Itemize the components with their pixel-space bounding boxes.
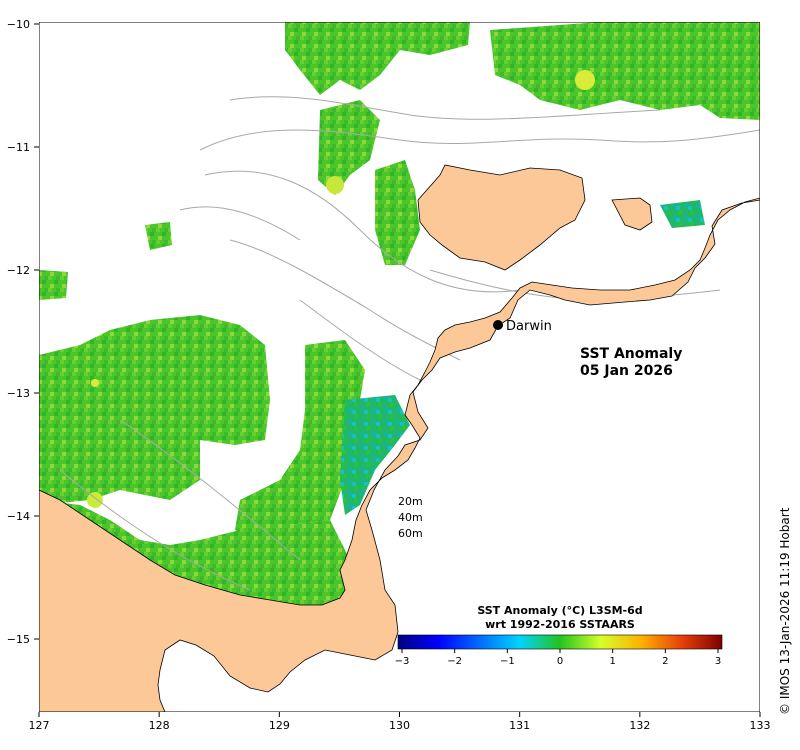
sst-patch-main-west: [39, 315, 270, 505]
y-tick-label: −13: [7, 387, 30, 400]
x-tick-label: 128: [149, 719, 170, 732]
x-tick-label: 131: [509, 719, 530, 732]
x-tick-label: 130: [389, 719, 410, 732]
imos-credit: © IMOS 13-Jan-2026 11:19 Hobart: [778, 507, 792, 715]
sst-patch-south-central: [235, 340, 365, 545]
x-tick-label: 127: [29, 719, 50, 732]
y-tick-label: −14: [7, 510, 30, 523]
x-tick-label: 129: [269, 719, 290, 732]
contour-label-40m: 40m: [398, 511, 423, 524]
colorbar-scale: [397, 634, 723, 650]
bathymetry-contours: [59, 96, 760, 591]
sst-warm-spot: [87, 492, 103, 508]
x-tick-label: 133: [750, 719, 771, 732]
map-plot-area: [39, 22, 760, 712]
colorbar-tick-label: −1: [500, 656, 515, 667]
colorbar-tick-label: 2: [662, 656, 668, 667]
sst-warm-spot: [326, 176, 344, 194]
y-tick-label: −11: [7, 141, 30, 154]
sst-patch-northeast: [490, 22, 760, 120]
sst-patch-north-central: [318, 100, 380, 195]
colorbar: SST Anomaly (°C) L3SM-6d wrt 1992-2016 S…: [395, 604, 723, 667]
contour-label-60m: 60m: [398, 527, 423, 540]
y-tick-label: −12: [7, 264, 30, 277]
colorbar-tick-label: 0: [557, 656, 563, 667]
map-title-line1: SST Anomaly: [580, 346, 682, 362]
sst-data-coverage: [39, 22, 760, 610]
sst-patch-small-west: [145, 222, 172, 250]
sst-patch-east-small: [660, 200, 705, 228]
sst-patch-southwest: [39, 500, 355, 610]
sst-patch-north: [285, 22, 470, 95]
land-melville-island: [417, 164, 586, 271]
x-axis: 127 128 129 130 131 132 133: [29, 712, 771, 732]
y-axis: −10 −11 −12 −13 −14 −15: [7, 18, 39, 646]
colorbar-tick-label: −2: [447, 656, 462, 667]
sst-warm-spot: [91, 379, 99, 387]
x-tick-label: 132: [629, 719, 650, 732]
y-tick-label: −10: [7, 18, 30, 31]
darwin-marker: [493, 320, 503, 330]
colorbar-tick-label: 1: [609, 656, 615, 667]
map-title-line2: 05 Jan 2026: [580, 363, 673, 379]
sst-warm-spot: [575, 70, 595, 90]
colorbar-ticks: −3 −2 −1 0 1 2 3: [395, 649, 721, 667]
colorbar-tick-label: −3: [395, 656, 410, 667]
land-east-island: [611, 197, 653, 231]
colorbar-tick-label: 3: [715, 656, 721, 667]
sst-patch-west-edge: [39, 270, 68, 300]
sst-patch-central: [375, 160, 420, 265]
land-masses: [39, 164, 760, 712]
sst-patch-coastal-teal: [340, 395, 410, 515]
darwin-label: Darwin: [506, 319, 552, 334]
y-tick-label: −15: [7, 633, 30, 646]
colorbar-title-line1: SST Anomaly (°C) L3SM-6d: [477, 604, 642, 617]
land-mainland: [39, 197, 760, 712]
colorbar-title-line2: wrt 1992-2016 SSTAARS: [485, 618, 635, 631]
contour-label-20m: 20m: [398, 495, 423, 508]
